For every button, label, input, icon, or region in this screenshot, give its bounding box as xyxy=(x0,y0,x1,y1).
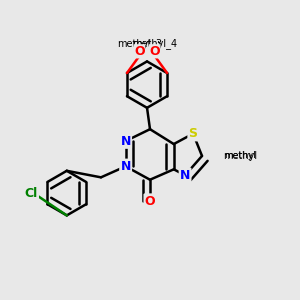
Text: O: O xyxy=(134,45,145,58)
Text: O: O xyxy=(149,45,160,58)
Text: methyl: methyl xyxy=(224,152,256,160)
Text: S: S xyxy=(189,127,198,140)
Text: Cl: Cl xyxy=(25,187,38,200)
Text: methyl: methyl xyxy=(223,151,257,161)
Text: N: N xyxy=(180,169,190,182)
Text: N: N xyxy=(120,160,131,173)
Text: methyl_4: methyl_4 xyxy=(132,38,177,49)
Text: O: O xyxy=(145,195,155,208)
Text: N: N xyxy=(120,135,131,148)
Text: methyl_3: methyl_3 xyxy=(117,38,162,49)
